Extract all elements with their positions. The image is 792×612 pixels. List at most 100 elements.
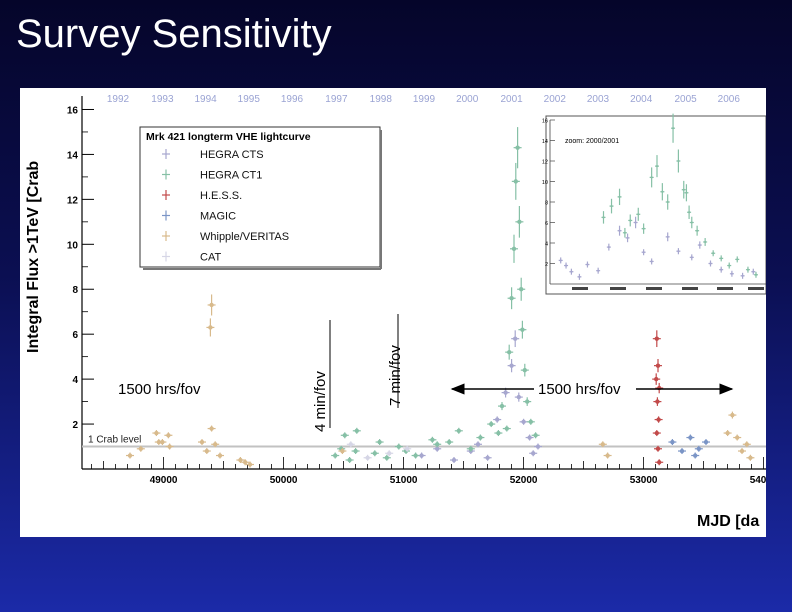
legend-label: HEGRA CT1 <box>200 170 262 182</box>
data-point <box>236 457 245 464</box>
data-point <box>654 416 663 423</box>
data-point <box>206 318 215 337</box>
year-label: 2002 <box>544 94 567 105</box>
data-point <box>352 427 361 434</box>
data-point <box>609 198 614 214</box>
data-point <box>738 448 746 455</box>
year-label: 1997 <box>325 94 348 105</box>
data-point <box>601 211 606 224</box>
data-point <box>678 448 686 455</box>
y-tick-label: 4 <box>72 375 78 386</box>
data-point <box>164 432 173 439</box>
data-point <box>671 113 676 143</box>
year-label: 1994 <box>194 94 217 105</box>
data-point <box>723 430 732 437</box>
data-point <box>483 454 492 461</box>
data-point <box>507 359 516 373</box>
data-point <box>165 443 174 450</box>
data-point <box>510 234 518 263</box>
data-point <box>649 258 654 265</box>
data-point <box>505 344 514 360</box>
data-point <box>564 262 569 269</box>
data-point <box>753 271 758 278</box>
data-point <box>519 418 528 425</box>
x-tick-label: 54000 <box>750 475 766 486</box>
legend-entries: HEGRA CTS HEGRA CT1 H.E.S.S. MAGIC Whipple/V… <box>162 149 289 264</box>
legend-label: CAT <box>200 252 221 264</box>
year-label: 1993 <box>151 94 174 105</box>
inset-y-tick-label: 8 <box>545 201 548 207</box>
data-point <box>375 439 384 446</box>
legend-label: H.E.S.S. <box>200 190 242 202</box>
year-label: 1992 <box>107 94 130 105</box>
y-tick-layer: 2 4 6 8 10 12 14 16 <box>67 105 94 447</box>
data-point <box>338 448 347 455</box>
data-point <box>346 441 355 448</box>
legend-entry: MAGIC <box>162 210 236 223</box>
legend-entry: H.E.S.S. <box>162 190 242 202</box>
data-point <box>518 320 527 339</box>
data-point <box>740 272 745 279</box>
legend-entry: HEGRA CT1 <box>162 169 262 182</box>
inset-y-tick-label: 6 <box>545 221 548 227</box>
data-point <box>411 452 420 459</box>
chart-svg: 1992 1993 1994 1995 1996 1997 1998 1999 2000 2001… <box>25 94 766 530</box>
x-tick-label: 53000 <box>630 475 658 486</box>
data-point <box>433 441 442 448</box>
data-point <box>513 127 522 169</box>
data-point <box>654 445 662 452</box>
data-point <box>351 448 360 455</box>
legend-entry: CAT <box>162 251 221 264</box>
data-point <box>534 443 542 450</box>
y-tick-label: 12 <box>67 195 79 206</box>
legend-entry: Whipple/VERITAS <box>162 231 289 243</box>
legend-box <box>139 126 381 268</box>
data-point <box>684 184 689 202</box>
data-point <box>751 268 756 275</box>
data-point <box>653 397 662 406</box>
data-point <box>745 266 750 273</box>
year-label: 2004 <box>630 94 653 105</box>
data-point <box>207 294 216 316</box>
data-point <box>641 223 646 234</box>
inset-y-tick-label: 10 <box>542 180 548 186</box>
data-point <box>474 441 482 448</box>
data-point <box>216 452 224 459</box>
data-point <box>668 439 677 446</box>
crab-level-layer: 1 Crab level <box>82 435 766 448</box>
data-point <box>617 225 622 236</box>
data-point <box>340 432 349 439</box>
y-tick-label: 10 <box>67 240 79 251</box>
data-point <box>711 250 716 257</box>
data-point <box>345 457 354 464</box>
legend-label: MAGIC <box>200 211 236 223</box>
year-label: 1998 <box>370 94 393 105</box>
y-tick-label: 14 <box>67 150 79 161</box>
data-point <box>676 248 681 255</box>
data-point <box>514 392 523 402</box>
double-arrow-label-bg <box>534 378 636 398</box>
x-tick-label: 50000 <box>270 475 298 486</box>
data-point <box>708 260 713 267</box>
data-point <box>577 273 582 280</box>
data-point <box>363 454 372 461</box>
data-point <box>652 430 661 437</box>
data-point <box>241 459 250 466</box>
data-point <box>207 425 216 432</box>
data-point <box>681 180 686 199</box>
data-point <box>665 232 670 242</box>
data-point <box>596 267 601 274</box>
data-points-layer <box>126 127 755 468</box>
data-point <box>494 430 503 437</box>
year-label: 1999 <box>413 94 436 105</box>
data-point <box>727 262 732 269</box>
data-point <box>211 441 220 448</box>
data-point <box>152 430 161 437</box>
y-tick-label: 2 <box>72 420 78 431</box>
data-point <box>735 256 740 263</box>
inset-tick-layer: 2 4 6 8 10 12 14 16 <box>542 119 555 268</box>
data-point <box>498 402 506 411</box>
data-point <box>529 450 538 457</box>
data-point <box>697 241 702 249</box>
annotation-4min: 4 min/fov <box>312 371 329 432</box>
